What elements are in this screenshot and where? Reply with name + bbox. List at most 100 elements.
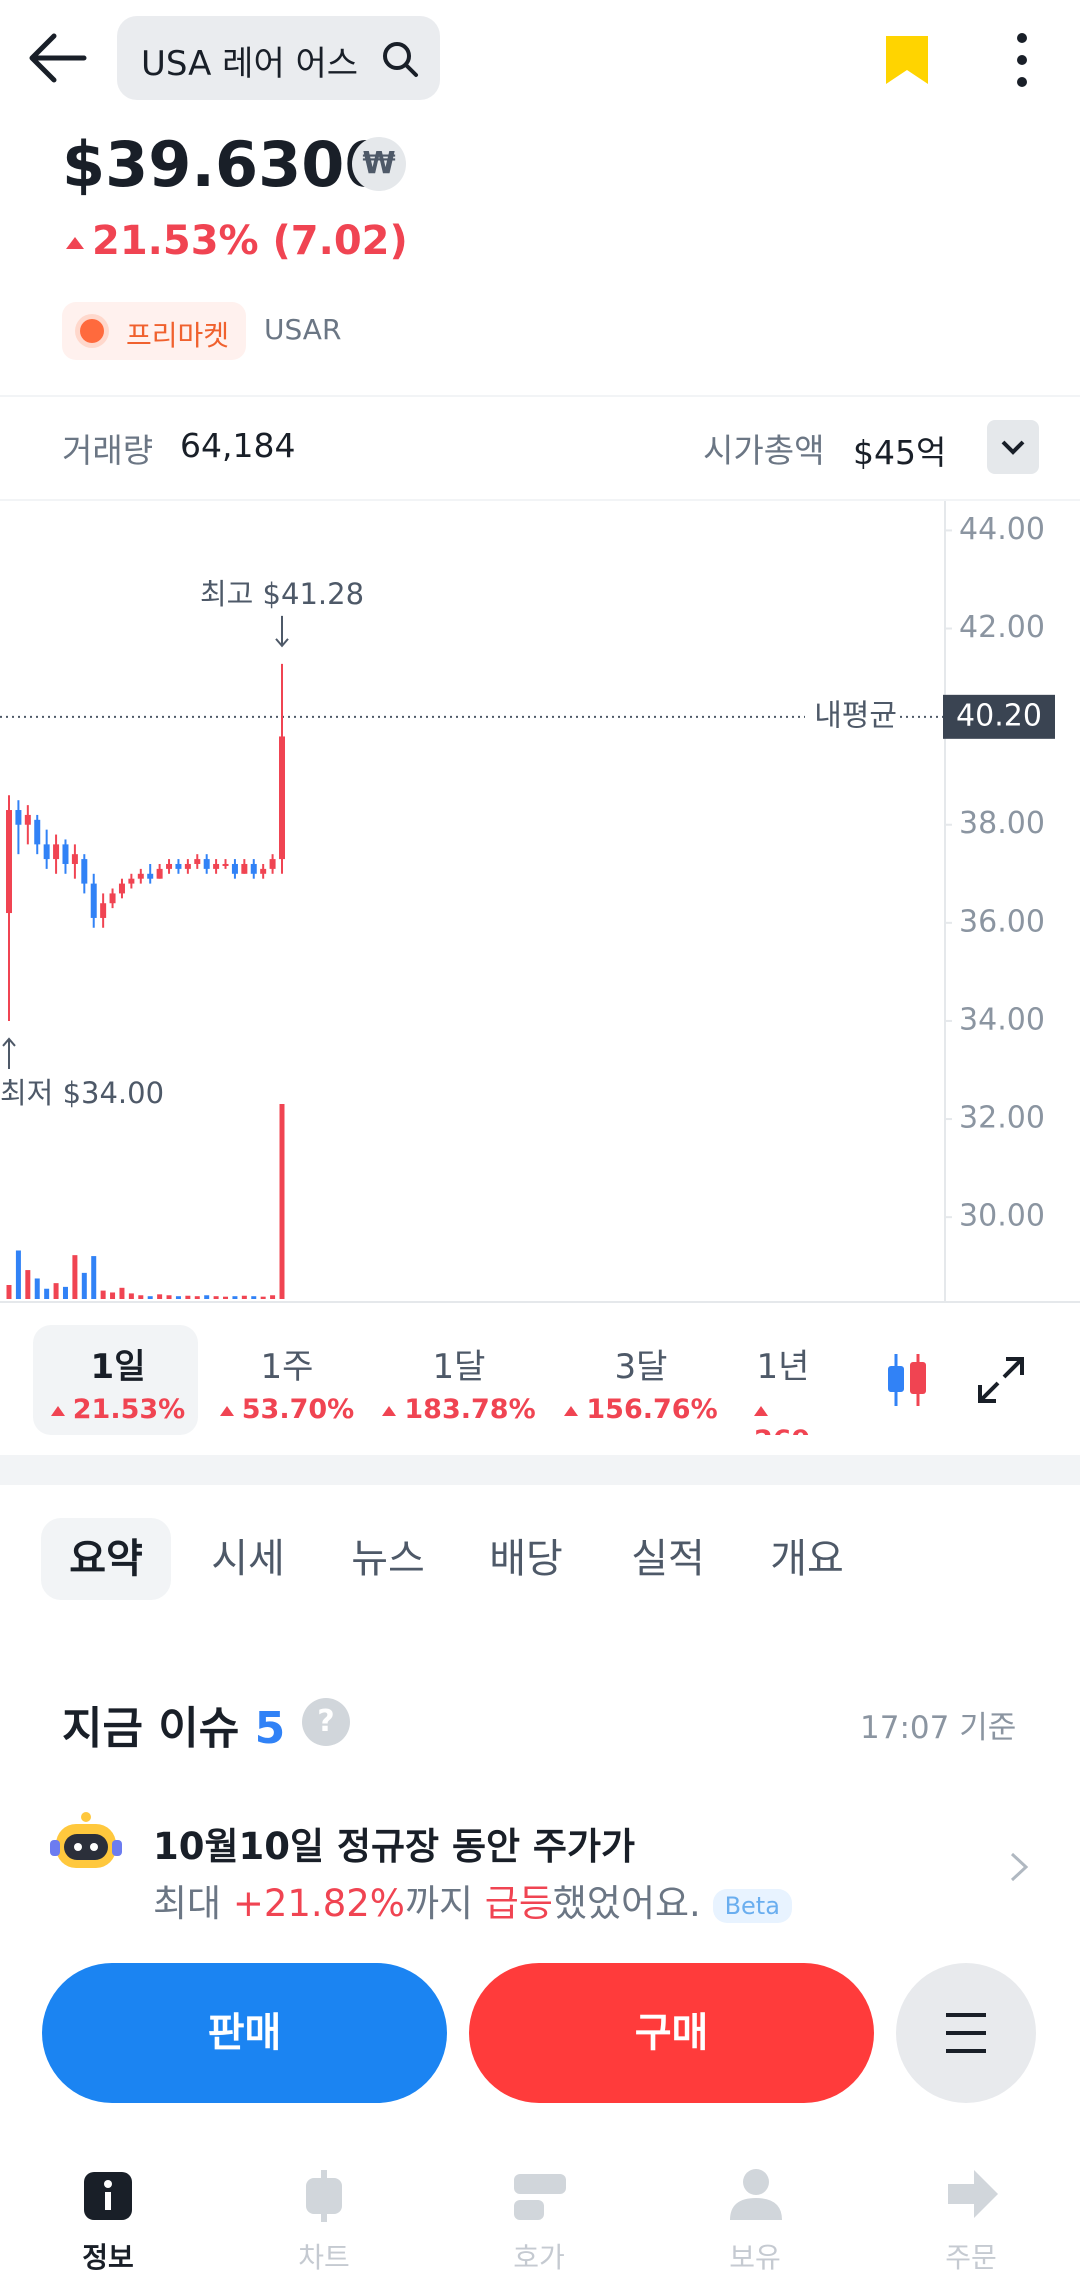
nav-icon [948,2170,998,2218]
candle-body [118,883,125,894]
volume-bar [81,1272,87,1299]
period-change-text: 269 [754,1425,810,1435]
nav-item[interactable]: 보유 [729,2241,781,2274]
info-tab[interactable]: 시세 [211,1536,285,1582]
volume-bar [251,1296,257,1299]
volume-bar [128,1293,134,1299]
volume-bar [175,1296,181,1299]
period-label: 3달 [614,1347,668,1387]
price: $39.6300 [62,128,388,201]
candle-body [222,863,229,866]
period-change: 53.70% [202,1394,372,1425]
order-menu[interactable] [896,1963,1036,2103]
nav-icon [84,2172,132,2220]
fullscreen[interactable] [976,1355,1026,1405]
volume-bar [110,1292,116,1299]
period-tab[interactable]: 3달 156.76% [556,1325,726,1435]
more-menu[interactable] [1012,32,1032,88]
period-tab[interactable]: 1년 269 [738,1325,828,1435]
info-tab[interactable]: 실적 [631,1536,705,1582]
volume-bar [241,1295,247,1299]
y-tick-label: 44.00 [959,512,1045,547]
issue-line1[interactable]: 10월10일 정규장 동안 주가가 [153,1825,636,1868]
candle-body [156,868,163,879]
volume-bar [138,1295,144,1299]
currency-toggle[interactable]: ₩ [352,137,406,191]
up-icon [219,1405,234,1416]
candle-body [24,814,31,825]
volume: 64,184 [180,426,296,465]
price-change: 21.53% (7.02) [66,218,408,264]
volume-bar [119,1287,125,1299]
nav-item[interactable]: 정보 [82,2241,134,2274]
info-tab[interactable]: 배당 [489,1536,563,1582]
help[interactable]: ? [302,1698,350,1746]
info-tab[interactable]: 개요 [770,1536,844,1582]
issue-prefix: 최대 [153,1882,233,1925]
volume-bar [91,1256,97,1299]
buy-button[interactable]: 구매 [469,1963,874,2103]
candle-body [62,844,69,864]
volume-bar [279,1104,285,1299]
beta-tag: Beta [712,1888,792,1923]
bookmark[interactable] [884,34,930,86]
candle-body [90,883,97,918]
period-tab[interactable]: 1일 21.53% [33,1325,203,1435]
candle-toggle[interactable] [884,1350,930,1410]
candle-body [194,859,201,864]
period-change: 21.53% [33,1394,203,1425]
issue-line2[interactable]: 최대 +21.82%까지 급등했었어요. Beta [153,1873,792,1927]
period-change-text: 156.76% [586,1394,718,1425]
issue-suffix: 했었어요. [552,1882,701,1925]
volume-bar [62,1286,68,1299]
candle-body [231,863,238,874]
up-icon [754,1405,768,1416]
session-badge: 프리마켓 [62,302,246,360]
candle-body [147,873,154,879]
nav-item[interactable]: 주문 [945,2241,997,2274]
candle-body [53,844,60,860]
candle-body [175,863,182,869]
cap-label: 시가총액 [703,431,825,470]
volume-bar [223,1296,229,1299]
y-tick-label: 32.00 [959,1101,1045,1136]
y-tick-label: 38.00 [959,806,1045,841]
candle-body [128,878,135,884]
nav-item[interactable]: 호가 [513,2241,565,2274]
candle-body [166,863,173,869]
volume-bar [213,1296,219,1299]
nav-item[interactable]: 차트 [298,2241,350,2274]
y-tick-label: 36.00 [959,904,1045,939]
period-label: 1달 [432,1347,486,1387]
period-change: 156.76% [556,1394,726,1425]
search-box[interactable]: USA 레어 어스 [117,16,440,100]
info-tab[interactable]: 요약 [41,1518,171,1600]
volume-bar [53,1283,59,1299]
chevron [1010,1852,1029,1882]
period-change-text: 183.78% [404,1394,536,1425]
period-tab[interactable]: 1달 183.78% [374,1325,544,1435]
volume-bar [15,1250,21,1299]
volume-bar [100,1290,106,1299]
session-text: 프리마켓 [126,319,230,352]
average-label: 40.20 [956,698,1042,733]
candle-body [81,859,88,884]
candle-body [269,859,276,869]
candle-body [6,810,12,914]
nav-icon [306,2170,342,2222]
candle-body [203,859,210,869]
issues-title: 지금 이슈 5 [62,1692,285,1756]
info-tab[interactable]: 뉴스 [351,1536,425,1582]
back-button[interactable] [28,32,88,84]
volume-bar [6,1285,12,1299]
up-icon [66,237,84,249]
issues-time: 17:07 기준 [860,1710,1017,1746]
y-tick-label: 30.00 [959,1199,1045,1234]
low-arrow [2,1037,16,1069]
expand-stats[interactable] [987,420,1039,474]
volume-bar [34,1278,40,1299]
period-tab[interactable]: 1주 53.70% [202,1325,372,1435]
sell-button[interactable]: 판매 [42,1963,447,2103]
issue-mid: 까지 [404,1882,485,1925]
robot-icon [50,1812,122,1868]
